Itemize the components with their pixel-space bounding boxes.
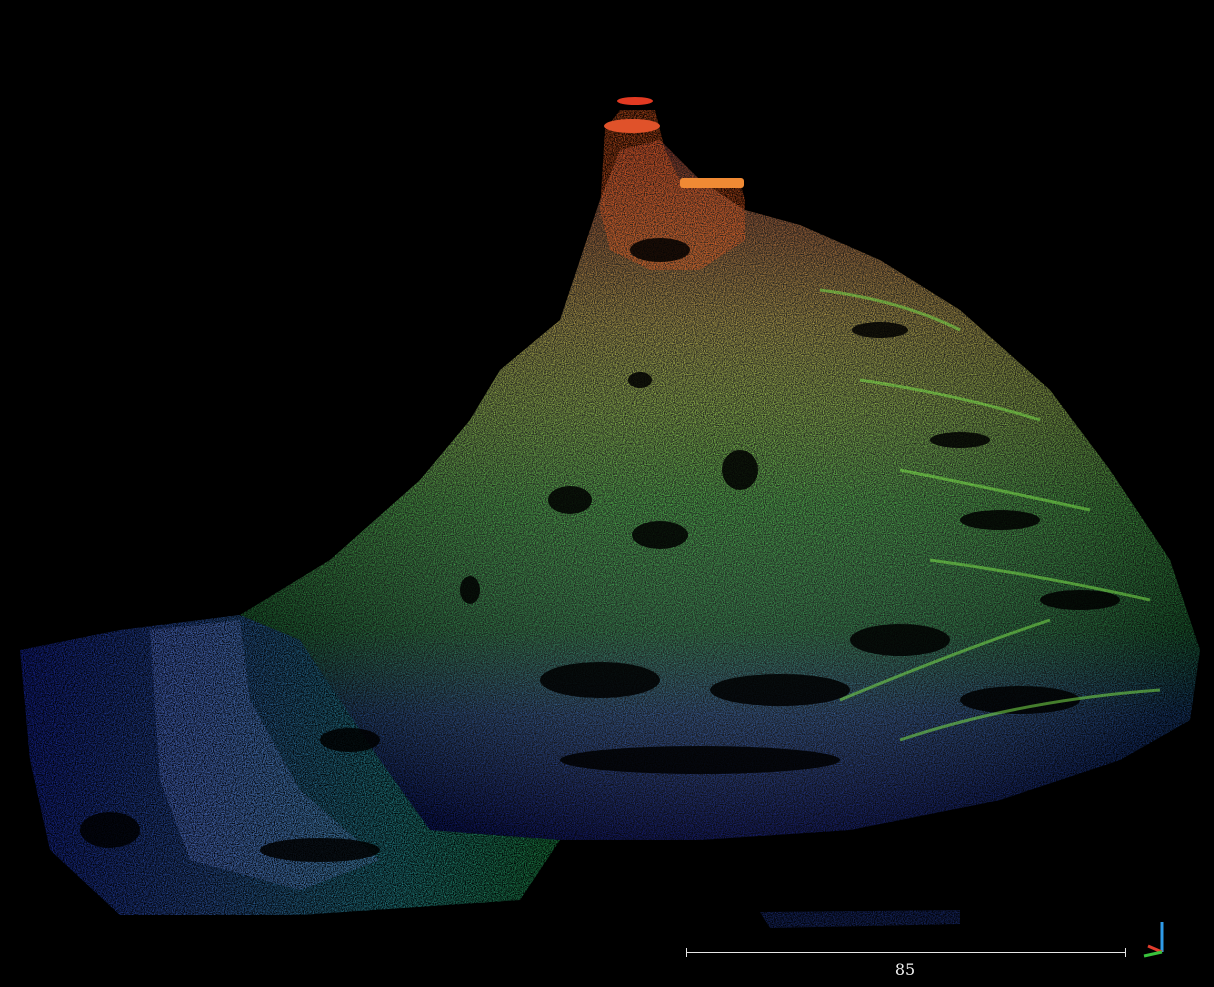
scale-bar-label: 85 [894, 960, 916, 979]
scale-bar [686, 946, 1126, 960]
scale-bar-tick-left [686, 948, 687, 957]
scale-bar-line [686, 952, 1126, 953]
scale-bar-tick-right [1125, 948, 1126, 957]
terrace-bands [819, 288, 1161, 742]
summit-rock [600, 110, 745, 270]
ground-strip [760, 910, 960, 928]
road-strip [150, 620, 380, 890]
occlusion-holes [80, 238, 1120, 862]
xyz-axes-icon[interactable] [1138, 918, 1178, 960]
